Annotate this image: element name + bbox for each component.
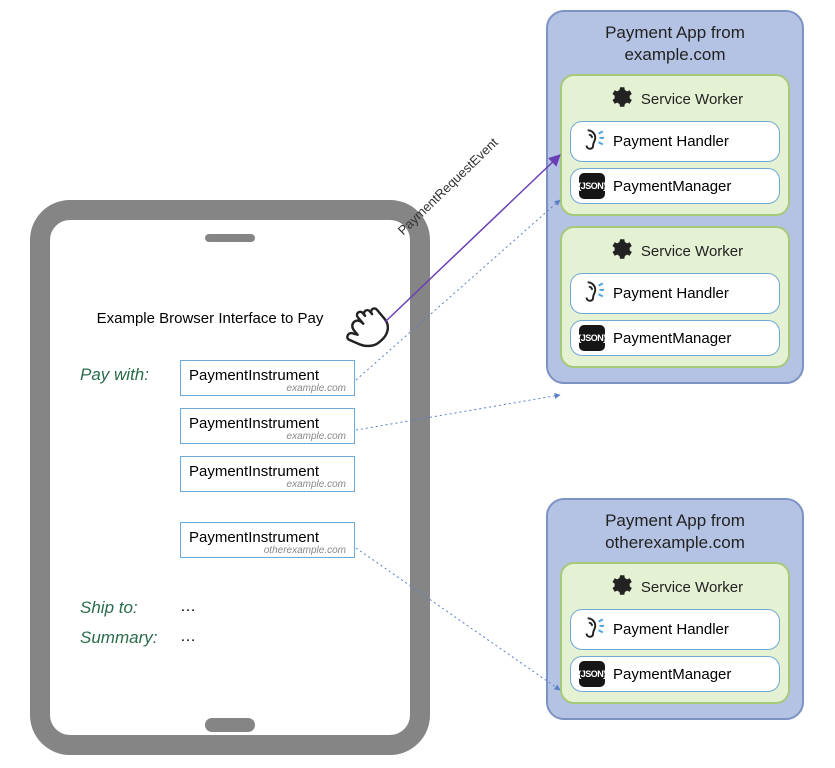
service-worker-title: Service Worker [641,579,743,596]
instrument-domain: example.com [189,383,346,394]
payment-instrument: PaymentInstrument example.com [180,408,355,444]
payment-instrument: PaymentInstrument example.com [180,456,355,492]
app-title-line1: Payment App from [605,23,745,42]
ear-icon [579,614,605,645]
instrument-label: PaymentInstrument [189,463,346,480]
component-label: Payment Handler [613,133,729,150]
payment-instrument: PaymentInstrument otherexample.com [180,522,355,558]
payment-handler-row: Payment Handler [570,273,780,314]
pointer-hand-icon [337,300,389,357]
payment-instrument: PaymentInstrument example.com [180,360,355,396]
service-worker-card: Service Worker Payment Handler {JSON} Pa… [560,226,790,368]
component-label: PaymentManager [613,666,731,683]
gear-icon [607,236,633,267]
summary-label: Summary: [80,628,157,648]
payment-app-card: Payment App from example.com Service Wor… [546,10,804,384]
ear-icon [579,278,605,309]
pay-with-label: Pay with: [80,365,149,385]
instrument-domain: otherexample.com [189,545,346,556]
instrument-domain: example.com [189,431,346,442]
payment-handler-row: Payment Handler [570,609,780,650]
instrument-label: PaymentInstrument [189,367,346,384]
browser-title: Example Browser Interface to Pay [80,310,340,327]
gear-icon [607,572,633,603]
service-worker-card: Service Worker Payment Handler {JSON} Pa… [560,562,790,704]
json-icon: {JSON} [579,661,605,687]
gear-icon [607,84,633,115]
summary-value: … [180,628,196,646]
instrument-domain: example.com [189,479,346,490]
payment-app-card: Payment App from otherexample.com Servic… [546,498,804,720]
json-icon: {JSON} [579,173,605,199]
component-label: Payment Handler [613,621,729,638]
app-title: Payment App from example.com [560,22,790,66]
payment-handler-row: Payment Handler [570,121,780,162]
ship-to-label: Ship to: [80,598,138,618]
component-label: PaymentManager [613,178,731,195]
app-title-line1: Payment App from [605,511,745,530]
app-title-line2: otherexample.com [605,533,745,552]
edge-label: PaymentRequestEvent [395,135,501,238]
payment-manager-row: {JSON} PaymentManager [570,320,780,356]
phone-speaker [205,234,255,242]
service-worker-title: Service Worker [641,243,743,260]
app-title-line2: example.com [624,45,725,64]
component-label: PaymentManager [613,330,731,347]
payment-manager-row: {JSON} PaymentManager [570,656,780,692]
service-worker-title: Service Worker [641,91,743,108]
payment-manager-row: {JSON} PaymentManager [570,168,780,204]
ear-icon [579,126,605,157]
service-worker-card: Service Worker Payment Handler {JSON} Pa… [560,74,790,216]
phone-home-button [205,718,255,732]
ship-to-value: … [180,598,196,616]
instrument-label: PaymentInstrument [189,415,346,432]
app-title: Payment App from otherexample.com [560,510,790,554]
component-label: Payment Handler [613,285,729,302]
instrument-label: PaymentInstrument [189,529,346,546]
json-icon: {JSON} [579,325,605,351]
